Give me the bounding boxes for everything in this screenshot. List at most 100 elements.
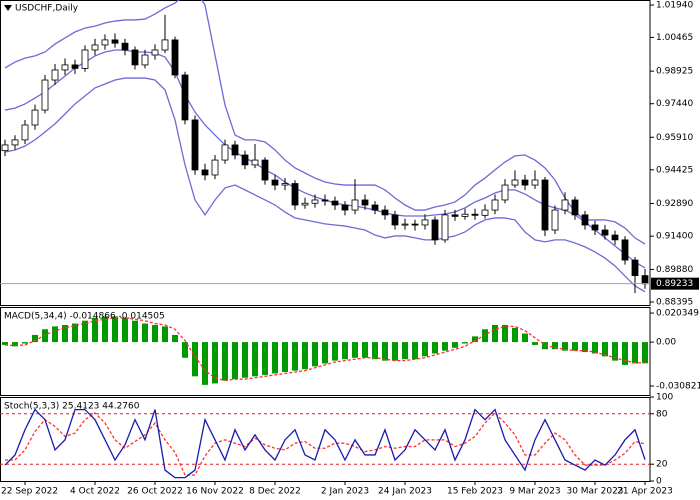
macd-bar — [202, 342, 208, 385]
x-tick-label: 24 Jan 2023 — [378, 487, 432, 497]
macd-bar — [382, 342, 388, 361]
candle-body — [171, 39, 179, 76]
candle-body — [641, 275, 649, 285]
candle-body — [521, 179, 529, 186]
macd-bar — [292, 342, 298, 371]
x-tick-label: 4 Oct 2022 — [70, 487, 120, 497]
candle-body — [81, 49, 89, 69]
x-tick-label: 9 Mar 2023 — [509, 487, 560, 497]
macd-bar — [162, 326, 168, 343]
macd-bar — [212, 342, 218, 384]
candle-body — [551, 209, 559, 231]
candle-body — [481, 209, 489, 216]
candle-body — [1, 144, 9, 152]
candle-body — [181, 74, 189, 121]
candle-body — [291, 183, 299, 206]
x-tick-label: 22 Sep 2022 — [1, 487, 58, 497]
macd-bar — [242, 342, 248, 378]
macd-bar — [152, 324, 158, 343]
candle-body — [321, 199, 329, 202]
candle-body — [261, 159, 269, 181]
macd-bar — [372, 342, 378, 360]
macd-bar — [522, 333, 528, 343]
candle-body — [361, 199, 369, 206]
macd-bar — [412, 342, 418, 360]
candle-body — [331, 200, 339, 206]
candle-body — [151, 49, 159, 56]
candle-body — [231, 144, 239, 156]
macd-bar — [12, 342, 18, 347]
current-price-label: 0.89233 — [656, 279, 693, 289]
y-tick-label: 0.88395 — [656, 298, 693, 308]
x-tick-label: 2 Jan 2023 — [321, 487, 369, 497]
macd-bar — [552, 342, 558, 350]
macd-bar — [232, 342, 238, 380]
candle-body — [141, 54, 149, 66]
macd-bar — [122, 317, 128, 343]
macd-bar — [462, 342, 468, 344]
macd-bar — [562, 342, 568, 351]
price-plot — [0, 0, 650, 294]
macd-bar — [322, 342, 328, 364]
candle-body — [211, 159, 219, 176]
stoch-signal — [5, 412, 646, 476]
candle-body — [111, 39, 119, 44]
candle-body — [491, 199, 499, 211]
stoch-main — [4, 408, 646, 479]
candle-body — [191, 119, 199, 171]
y-tick-label: 80 — [656, 409, 668, 419]
macd-bar — [142, 323, 148, 343]
macd-bar — [352, 342, 358, 358]
macd-bar — [82, 320, 88, 343]
macd-bar — [302, 342, 308, 370]
price-panel-frame — [0, 0, 651, 306]
macd-bar — [492, 324, 498, 343]
candle-body — [381, 209, 389, 216]
candle-body — [271, 179, 279, 186]
candle-body — [121, 42, 129, 51]
candle-body — [161, 39, 169, 51]
bollinger-lower — [4, 77, 646, 293]
macd-bar — [112, 316, 118, 343]
macd-bar — [622, 342, 628, 365]
candle-body — [471, 213, 479, 216]
candle-body — [91, 44, 99, 51]
y-tick-label: 1.01940 — [656, 1, 693, 11]
macd-bar — [342, 342, 348, 360]
candle-body — [621, 239, 629, 261]
y-tick-label: 0.94425 — [656, 165, 693, 175]
macd-bar — [632, 342, 638, 364]
stoch-panel-title: Stoch(5,3,3) 25.4123 44.2760 — [4, 402, 140, 412]
candle-body — [561, 199, 569, 211]
y-tick-label: 20 — [656, 460, 668, 470]
macd-bar — [512, 327, 518, 343]
macd-bar — [432, 342, 438, 354]
macd-bar — [2, 342, 8, 345]
macd-bar — [472, 336, 478, 343]
y-tick-label: 0.95910 — [656, 133, 693, 143]
y-tick-label: 0 — [656, 477, 662, 487]
bollinger-upper — [4, 0, 646, 245]
bollinger-middle — [4, 49, 646, 269]
macd-bar — [92, 317, 98, 343]
y-tick-label: 0.91400 — [656, 232, 693, 242]
macd-bar — [52, 326, 58, 343]
y-tick-label: 0.92890 — [656, 199, 693, 209]
candle-body — [511, 179, 519, 186]
y-tick-label: 1.00465 — [656, 33, 693, 43]
x-tick-label: 21 Apr 2023 — [617, 487, 673, 497]
macd-bar — [582, 342, 588, 353]
macd-signal — [4, 317, 646, 382]
macd-bar — [592, 342, 598, 354]
macd-bar — [132, 320, 138, 343]
candle-body — [591, 224, 599, 231]
candle-body — [571, 199, 579, 216]
candle-body — [51, 69, 59, 81]
candle-body — [11, 139, 19, 146]
macd-bar — [442, 342, 448, 351]
macd-bar — [502, 324, 508, 343]
current-price-box — [651, 277, 699, 290]
macd-bar — [602, 342, 608, 357]
candle-body — [201, 169, 209, 176]
